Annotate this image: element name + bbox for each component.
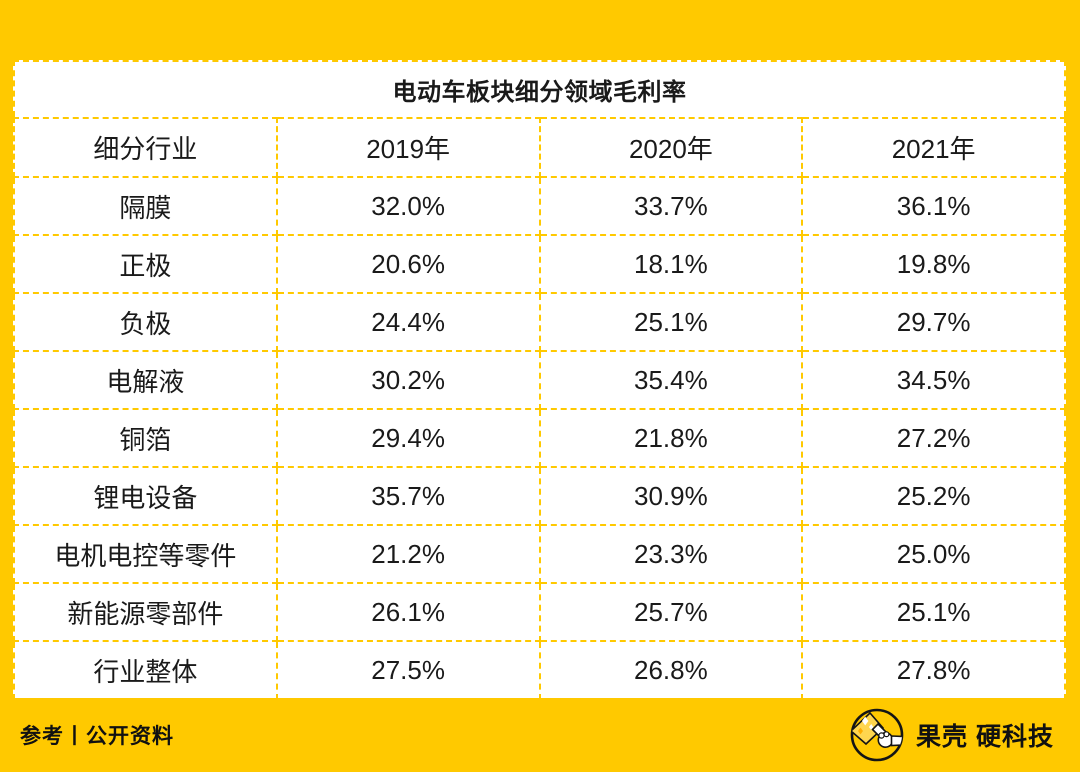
value-cell: 27.5% <box>275 640 541 700</box>
column-header-2019: 2019年 <box>275 117 541 178</box>
value-cell: 35.4% <box>538 350 804 410</box>
value-cell: 34.5% <box>801 350 1066 410</box>
segment-cell: 电机电控等零件 <box>13 524 278 584</box>
value-cell: 33.7% <box>538 176 804 236</box>
column-header-2020: 2020年 <box>538 117 804 178</box>
value-cell: 25.1% <box>801 582 1066 642</box>
segment-cell: 电解液 <box>13 350 278 410</box>
value-cell: 18.1% <box>538 234 804 294</box>
segment-cell: 隔膜 <box>13 176 278 236</box>
value-cell: 27.2% <box>801 408 1066 468</box>
value-cell: 25.1% <box>538 292 804 352</box>
brand-name-suffix: 硬科技 <box>975 723 1054 751</box>
segment-cell: 负极 <box>13 292 278 352</box>
value-cell: 21.2% <box>275 524 541 584</box>
value-cell: 36.1% <box>801 176 1066 236</box>
margin-table: 细分行业 2019年 2020年 2021年 隔膜 32.0% 33.7% 36.1%… <box>13 117 1066 700</box>
value-cell: 24.4% <box>275 292 541 352</box>
value-cell: 19.8% <box>801 234 1066 294</box>
column-header-segment: 细分行业 <box>13 117 278 178</box>
table-row: 负极 24.4% 25.1% 29.7% <box>13 292 1066 352</box>
brand-name: 果壳 硬科技 <box>916 717 1054 753</box>
value-cell: 25.0% <box>801 524 1066 584</box>
brand-name-main: 果壳 <box>915 723 968 751</box>
value-cell: 26.1% <box>275 582 541 642</box>
table-row: 锂电设备 35.7% 30.9% 25.2% <box>13 466 1066 526</box>
segment-cell: 铜箔 <box>13 408 278 468</box>
value-cell: 30.9% <box>538 466 804 526</box>
footer: 参考丨公开资料 <box>0 698 1080 772</box>
table-row: 正极 20.6% 18.1% 19.8% <box>13 234 1066 294</box>
guokr-nutcracker-logo-icon <box>850 708 904 762</box>
table-row: 铜箔 29.4% 21.8% 27.2% <box>13 408 1066 468</box>
table-row: 隔膜 32.0% 33.7% 36.1% <box>13 176 1066 236</box>
table-row: 电解液 30.2% 35.4% 34.5% <box>13 350 1066 410</box>
table-row: 新能源零部件 26.1% 25.7% 25.1% <box>13 582 1066 642</box>
margin-table-card: 电动车板块细分领域毛利率 细分行业 2019年 2020年 2021年 隔膜 32… <box>13 60 1066 700</box>
value-cell: 35.7% <box>275 466 541 526</box>
segment-cell: 锂电设备 <box>13 466 278 526</box>
table-title: 电动车板块细分领域毛利率 <box>13 60 1066 117</box>
value-cell: 23.3% <box>538 524 804 584</box>
table-row: 行业整体 27.5% 26.8% 27.8% <box>13 640 1066 700</box>
value-cell: 30.2% <box>275 350 541 410</box>
table-body: 隔膜 32.0% 33.7% 36.1% 正极 20.6% 18.1% 19.8% 负极 24.4… <box>13 176 1066 700</box>
value-cell: 32.0% <box>275 176 541 236</box>
brand-lockup: 果壳 硬科技 <box>849 707 1054 763</box>
segment-cell: 行业整体 <box>13 640 278 700</box>
segment-cell: 正极 <box>13 234 278 294</box>
value-cell: 25.7% <box>538 582 804 642</box>
value-cell: 29.7% <box>801 292 1066 352</box>
value-cell: 26.8% <box>538 640 804 700</box>
value-cell: 29.4% <box>275 408 541 468</box>
column-header-2021: 2021年 <box>801 117 1066 178</box>
value-cell: 20.6% <box>275 234 541 294</box>
value-cell: 27.8% <box>801 640 1066 700</box>
table-header-row: 细分行业 2019年 2020年 2021年 <box>13 117 1066 178</box>
value-cell: 25.2% <box>801 466 1066 526</box>
table-row: 电机电控等零件 21.2% 23.3% 25.0% <box>13 524 1066 584</box>
value-cell: 21.8% <box>538 408 804 468</box>
source-note: 参考丨公开资料 <box>20 725 174 748</box>
segment-cell: 新能源零部件 <box>13 582 278 642</box>
